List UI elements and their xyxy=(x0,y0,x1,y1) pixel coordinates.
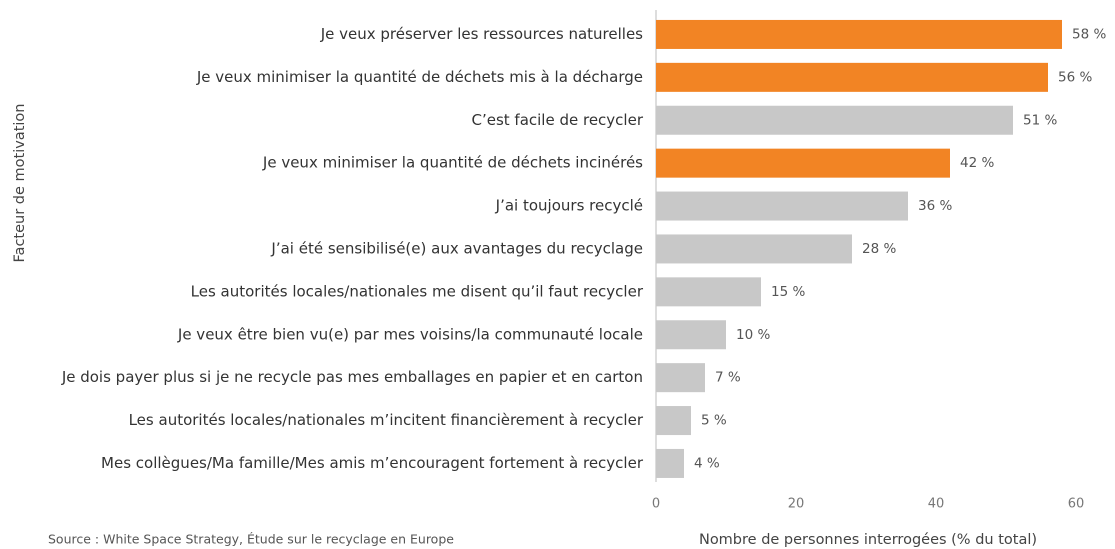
bar xyxy=(656,148,950,178)
source-note: Source : White Space Strategy, Étude sur… xyxy=(48,532,454,547)
bar xyxy=(656,62,1048,92)
value-label: 56 % xyxy=(1058,69,1092,85)
bar xyxy=(656,105,1013,135)
value-label: 58 % xyxy=(1072,26,1106,42)
bar xyxy=(656,406,691,436)
category-label: C’est facile de recycler xyxy=(471,111,643,129)
bar xyxy=(656,19,1062,49)
value-label: 15 % xyxy=(771,284,805,300)
y-axis-label: Facteur de motivation xyxy=(12,104,28,263)
value-label: 36 % xyxy=(918,198,952,214)
bar xyxy=(656,320,726,350)
category-label: Je veux minimiser la quantité de déchets… xyxy=(262,154,643,172)
category-label: Je veux minimiser la quantité de déchets… xyxy=(196,68,643,86)
category-label: Je veux être bien vu(e) par mes voisins/… xyxy=(177,325,643,343)
value-label: 10 % xyxy=(736,327,770,343)
bar xyxy=(656,234,852,264)
value-label: 42 % xyxy=(960,155,994,171)
category-label: J’ai été sensibilisé(e) aux avantages du… xyxy=(270,239,643,257)
bar xyxy=(656,191,908,221)
value-label: 51 % xyxy=(1023,112,1057,128)
x-tick-label: 40 xyxy=(928,497,945,512)
category-label: Je dois payer plus si je ne recycle pas … xyxy=(61,368,643,386)
category-label: Les autorités locales/nationales me dise… xyxy=(191,282,644,300)
x-tick-label: 0 xyxy=(652,497,660,512)
category-label: Je veux préserver les ressources naturel… xyxy=(320,25,643,43)
category-label: Les autorités locales/nationales m’incit… xyxy=(129,411,644,429)
value-label: 7 % xyxy=(715,370,741,386)
category-label: J’ai toujours recyclé xyxy=(495,197,643,215)
bar xyxy=(656,277,761,307)
bar xyxy=(656,363,705,393)
x-tick-label: 60 xyxy=(1068,497,1085,512)
value-label: 5 % xyxy=(701,413,727,429)
x-tick-label: 20 xyxy=(788,497,805,512)
value-label: 4 % xyxy=(694,455,720,471)
bar xyxy=(656,448,684,478)
category-label: Mes collègues/Ma famille/Mes amis m’enco… xyxy=(101,454,644,472)
value-label: 28 % xyxy=(862,241,896,257)
x-axis-label: Nombre de personnes interrogées (% du to… xyxy=(699,532,1037,548)
